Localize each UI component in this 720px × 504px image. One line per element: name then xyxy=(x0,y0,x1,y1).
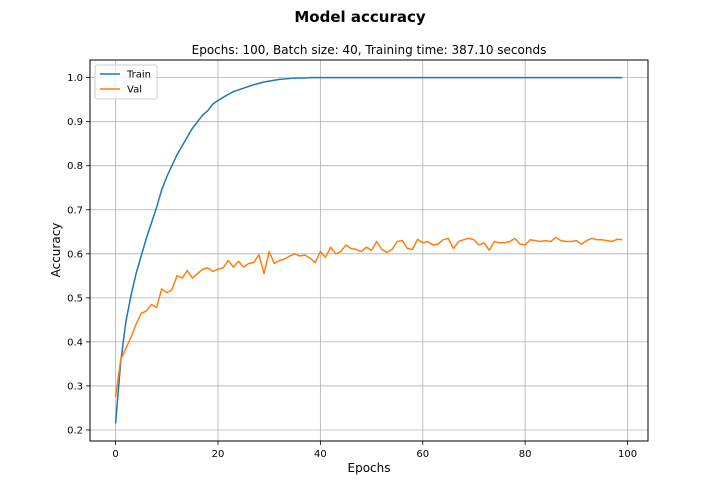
y-tick-label: 0.9 xyxy=(67,117,83,128)
y-axis-label: Accuracy xyxy=(49,223,63,278)
x-tick-label: 40 xyxy=(314,449,327,460)
x-tick-label: 60 xyxy=(416,449,429,460)
x-tick-label: 0 xyxy=(112,449,118,460)
series-line-train xyxy=(114,76,623,424)
x-axis-ticks: 0 20 40 60 80 100 xyxy=(112,441,637,460)
y-tick-label: 0.2 xyxy=(67,425,83,436)
x-axis-label: Epochs xyxy=(348,461,391,475)
legend: Train Val xyxy=(94,64,158,100)
y-tick-label: 0.5 xyxy=(67,293,83,304)
plot-frame xyxy=(89,59,649,442)
legend-train-label: Train xyxy=(126,70,151,81)
x-tick-label: 20 xyxy=(212,449,225,460)
y-tick-label: 0.6 xyxy=(67,249,83,260)
x-tick-label: 80 xyxy=(519,449,532,460)
y-axis-ticks: 0.2 0.3 0.4 0.5 0.6 0.7 0.8 0.9 1.0 xyxy=(67,73,90,436)
x-tick-label: 100 xyxy=(618,449,637,460)
legend-val-label: Val xyxy=(127,85,142,96)
series-line-val xyxy=(114,236,623,398)
chart-title: Model accuracy xyxy=(294,8,426,26)
y-tick-label: 0.3 xyxy=(67,381,83,392)
chart-subtitle: Epochs: 100, Batch size: 40, Training ti… xyxy=(192,43,547,57)
y-tick-label: 0.7 xyxy=(67,205,83,216)
y-tick-label: 0.8 xyxy=(67,161,83,172)
series-lines xyxy=(114,76,623,424)
y-tick-label: 0.4 xyxy=(67,337,83,348)
y-tick-label: 1.0 xyxy=(67,73,83,84)
